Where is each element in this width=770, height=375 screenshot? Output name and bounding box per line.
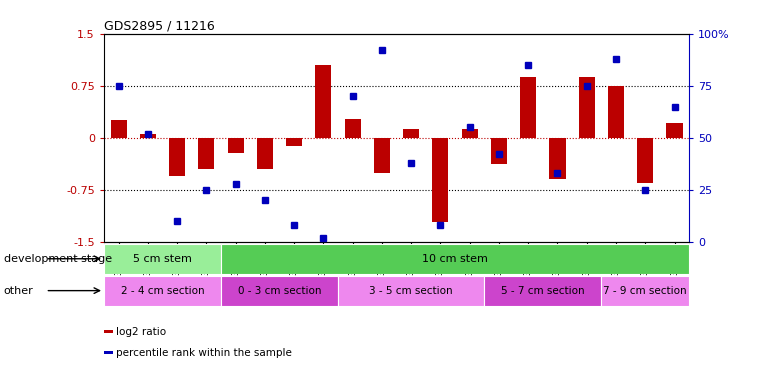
Bar bbox=[550, 138, 565, 180]
Bar bbox=[579, 77, 594, 138]
Text: percentile rank within the sample: percentile rank within the sample bbox=[116, 348, 292, 357]
Bar bbox=[403, 129, 419, 138]
Text: log2 ratio: log2 ratio bbox=[116, 327, 166, 337]
Bar bbox=[104, 244, 221, 274]
Bar bbox=[608, 86, 624, 138]
Bar bbox=[374, 138, 390, 172]
Bar bbox=[338, 276, 484, 306]
Bar bbox=[638, 138, 653, 183]
Bar bbox=[601, 276, 689, 306]
Bar bbox=[104, 276, 221, 306]
Text: 10 cm stem: 10 cm stem bbox=[422, 254, 488, 264]
Text: 7 - 9 cm section: 7 - 9 cm section bbox=[604, 286, 687, 296]
Bar bbox=[462, 129, 477, 138]
Text: 3 - 5 cm section: 3 - 5 cm section bbox=[370, 286, 453, 296]
Bar bbox=[667, 123, 682, 138]
Text: development stage: development stage bbox=[4, 254, 112, 264]
Text: 5 - 7 cm section: 5 - 7 cm section bbox=[501, 286, 584, 296]
Bar bbox=[199, 138, 214, 169]
Bar bbox=[140, 134, 156, 138]
Bar bbox=[221, 244, 689, 274]
Bar bbox=[221, 276, 338, 306]
Bar bbox=[345, 119, 360, 138]
Bar bbox=[257, 138, 273, 169]
Bar bbox=[484, 276, 601, 306]
Text: GDS2895 / 11216: GDS2895 / 11216 bbox=[104, 20, 215, 33]
Bar bbox=[228, 138, 243, 153]
Bar bbox=[521, 77, 536, 138]
Bar bbox=[491, 138, 507, 164]
Text: 2 - 4 cm section: 2 - 4 cm section bbox=[121, 286, 204, 296]
Bar bbox=[316, 65, 331, 138]
Text: 0 - 3 cm section: 0 - 3 cm section bbox=[238, 286, 321, 296]
Bar bbox=[286, 138, 302, 146]
Text: other: other bbox=[4, 286, 34, 296]
Bar bbox=[169, 138, 185, 176]
Text: 5 cm stem: 5 cm stem bbox=[133, 254, 192, 264]
Bar bbox=[433, 138, 448, 222]
Bar bbox=[111, 120, 126, 138]
